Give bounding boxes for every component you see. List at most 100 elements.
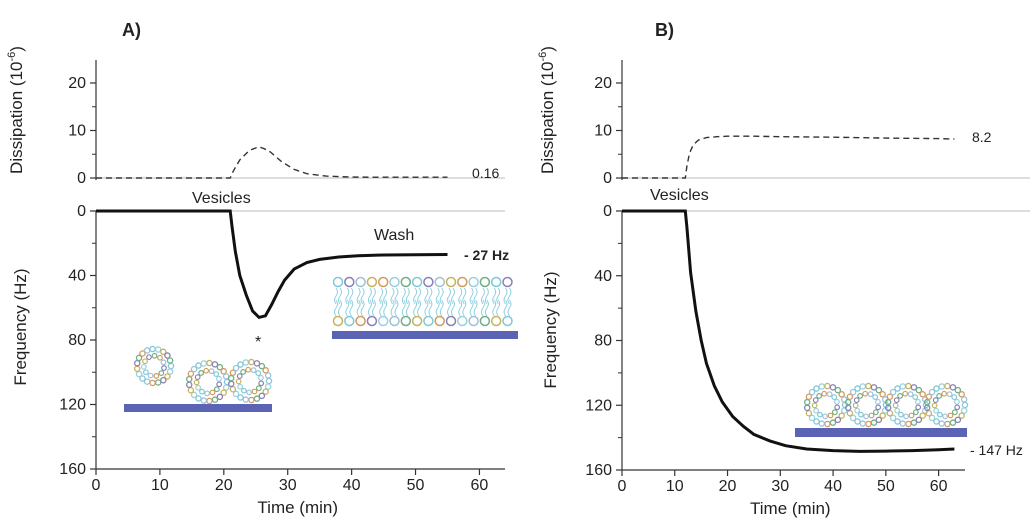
lipid-head — [146, 354, 152, 361]
panel-a-minimum-asterisk: * — [255, 334, 261, 351]
x-tick-label: 20 — [215, 477, 233, 494]
lipid-head — [237, 383, 244, 390]
lipid-head — [220, 389, 227, 396]
lipid-head — [875, 386, 883, 394]
lipid-head — [135, 370, 143, 378]
x-tick-label: 10 — [151, 477, 169, 494]
lipid-head — [961, 401, 969, 409]
lipid-head — [846, 393, 854, 401]
lipid-tail — [401, 287, 406, 305]
lipid-head — [951, 409, 958, 416]
lipid-head — [166, 357, 174, 364]
panel-a-dissipation-ylabel: Dissipation (10-6) — [6, 46, 26, 174]
lipid-head-bottom — [423, 315, 434, 327]
panel-a-bilayer-substrate — [332, 331, 518, 339]
lipid-head — [216, 393, 224, 401]
lipid-head — [805, 409, 813, 417]
lipid-head — [255, 385, 262, 392]
panel-a-label: A) — [122, 20, 141, 40]
lipid-head — [954, 416, 962, 424]
lipid-head — [912, 394, 919, 400]
lipid-head — [838, 412, 845, 419]
lipid-head — [849, 414, 857, 422]
panel-a-frequency-end-label: - 27 Hz — [464, 247, 509, 263]
lipid-head — [915, 404, 922, 411]
lipid-tail — [458, 287, 463, 305]
lipid-head — [923, 398, 931, 406]
lipid-head — [863, 413, 869, 420]
lipid-head — [865, 382, 872, 390]
lipid-tail — [480, 287, 485, 305]
lipid-head — [902, 390, 909, 397]
lipid-head — [868, 412, 875, 419]
lipid-head — [951, 394, 958, 400]
lipid-head — [937, 411, 943, 418]
lipid-tail — [424, 287, 429, 305]
lipid-tail — [345, 299, 350, 317]
lipid-head — [808, 388, 816, 396]
lipid-head — [258, 392, 266, 400]
lipid-head — [886, 393, 894, 401]
lipid-head — [867, 391, 874, 398]
lipid-head — [157, 354, 163, 361]
lipid-head — [893, 397, 900, 404]
lipid-head — [211, 396, 219, 403]
lipid-head-top — [377, 276, 389, 288]
panel-a-x-ticks: 0 10 20 30 40 50 60 Time (min) — [92, 469, 488, 517]
x-tick-label: 0 — [92, 477, 101, 494]
lipid-head — [143, 369, 149, 376]
x-tick-label: 10 — [666, 478, 684, 495]
lipid-tail — [458, 299, 463, 317]
lipid-head — [928, 388, 936, 396]
lipid-tail — [360, 287, 365, 305]
lipid-tail — [371, 299, 376, 317]
lipid-tail — [484, 299, 489, 317]
lipid-head — [903, 413, 909, 420]
dissipation-tick-label: 10 — [68, 123, 86, 140]
lipid-head — [246, 389, 252, 396]
lipid-tail — [492, 287, 497, 305]
x-tick-label: 50 — [407, 477, 425, 494]
lipid-head — [264, 383, 272, 390]
lipid-head-top — [457, 276, 468, 288]
x-axis-title: Time (min) — [750, 499, 831, 518]
lipid-head — [235, 378, 242, 385]
lipid-head — [838, 391, 845, 398]
lipid-head — [143, 378, 151, 385]
lipid-tail — [451, 287, 455, 305]
lipid-head — [803, 398, 811, 406]
lipid-head — [872, 409, 879, 416]
lipid-head — [954, 386, 962, 394]
lipid-tail — [503, 299, 508, 317]
lipid-head — [258, 362, 266, 370]
lipid-head — [139, 350, 146, 357]
lipid-head-bottom — [502, 315, 513, 327]
lipid-head — [190, 391, 198, 399]
panel-a-dissipation-end-label: 0.16 — [472, 165, 499, 181]
panel-b-vesicles-annotation: Vesicles — [650, 187, 709, 204]
frequency-tick-label: 160 — [585, 462, 612, 479]
lipid-head — [872, 394, 879, 400]
lipid-head — [142, 358, 148, 365]
lipid-head — [915, 386, 923, 394]
lipid-head — [919, 391, 926, 398]
lipid-head-bottom — [332, 315, 344, 327]
lipid-head — [919, 412, 926, 419]
lipid-head — [936, 392, 943, 399]
lipid-tail — [379, 287, 384, 305]
frequency-tick-label: 160 — [59, 461, 86, 478]
x-tick-label: 60 — [930, 478, 948, 495]
lipid-tail — [367, 299, 372, 317]
lipid-head — [140, 363, 147, 370]
lipid-tail — [371, 287, 376, 305]
lipid-head — [209, 389, 216, 396]
lipid-tail — [428, 299, 433, 317]
lipid-head — [213, 386, 220, 393]
lipid-head — [216, 363, 224, 371]
lipid-tail — [334, 287, 338, 305]
lipid-head-top — [332, 276, 344, 288]
lipid-head — [149, 345, 156, 353]
lipid-head-bottom — [366, 315, 378, 327]
lipid-tail — [401, 299, 406, 317]
lipid-head — [195, 384, 202, 391]
